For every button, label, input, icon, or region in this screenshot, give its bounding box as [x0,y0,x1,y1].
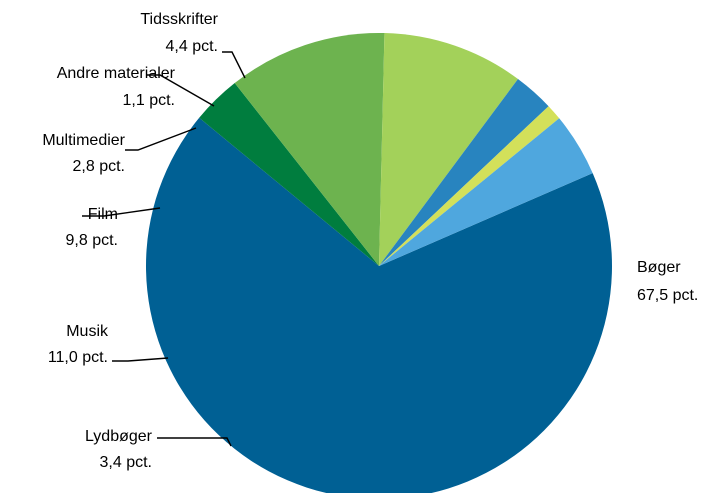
slice-name-label: Film [88,206,118,223]
slice-value-label: 11,0 pct. [48,349,108,366]
pie-slice-film [379,33,518,267]
leader-line [146,74,215,107]
slice-name-label: Lydbøger [85,428,153,445]
leader-line [125,127,197,151]
slice-value-label: 2,8 pct. [73,158,125,175]
leader-line [82,207,161,217]
label-leader-lines [82,51,246,447]
pie-slice-lydb-ger [199,83,379,266]
pie-slice-b-ger [146,117,612,493]
slice-name-label: Bøger [637,259,681,276]
slice-value-label: 9,8 pct. [66,232,118,249]
slice-name-label: Multimedier [42,132,125,149]
slice-value-label: 67,5 pct. [637,287,698,304]
slice-name-label: Musik [66,323,109,340]
leader-line [157,437,232,447]
pie-slice-tidsskrifter [379,118,593,266]
slice-value-label: 3,4 pct. [100,454,152,471]
leader-line [222,51,246,79]
slice-name-label: Andre materialer [57,65,176,82]
slice-labels: Bøger 67,5 pct. Lydbøger 3,4 pct. Musik 11,0 … [42,11,698,471]
slice-name-label: Tidsskrifter [140,11,218,28]
leader-line [112,357,169,362]
pie-slice-andre-materialer [379,106,560,266]
slice-value-label: 1,1 pct. [123,92,175,109]
pie-slices [146,32,612,493]
pie-slice-multimedier [379,78,549,267]
pie-slice-musik [234,32,385,266]
slice-value-label: 4,4 pct. [166,38,218,55]
